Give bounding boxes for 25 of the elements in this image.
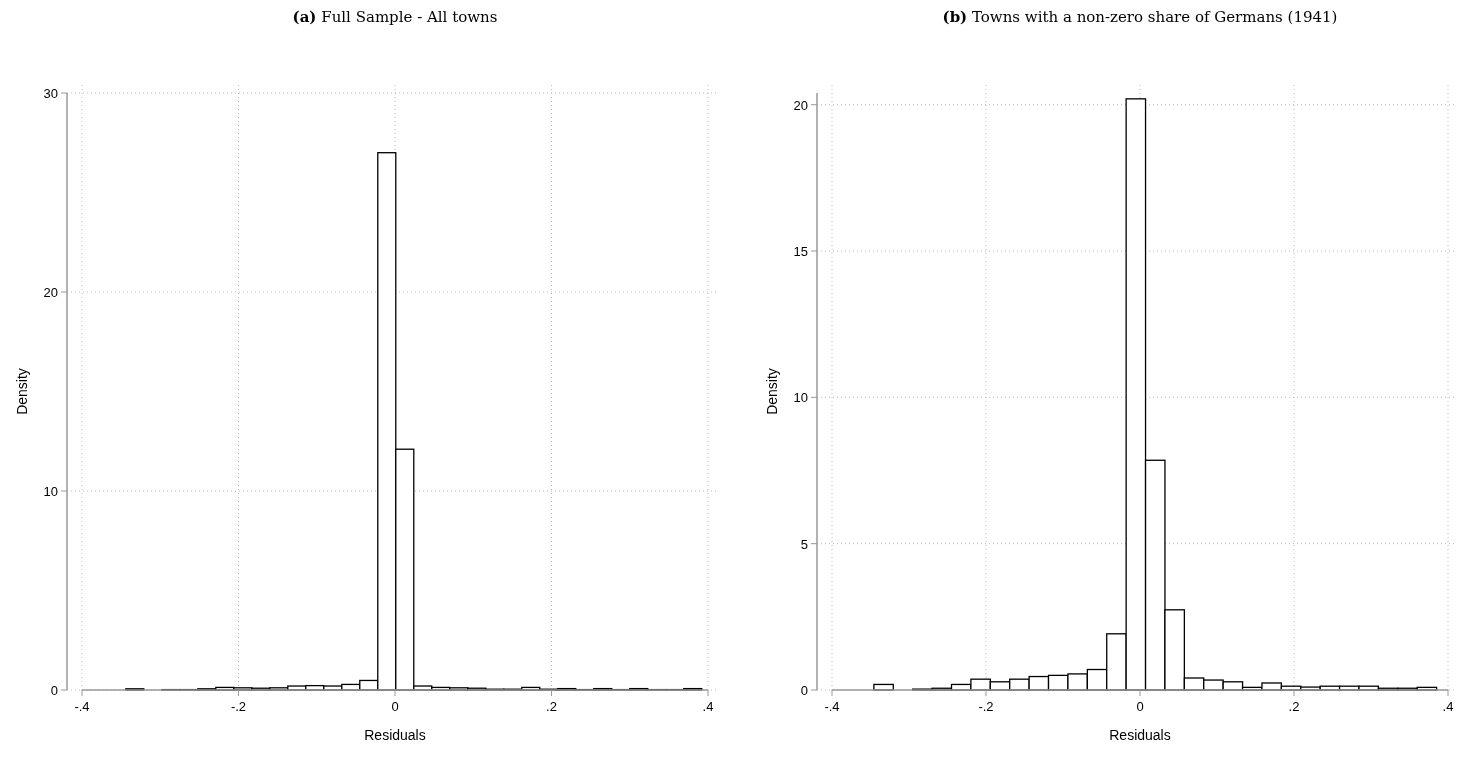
y-tick-label: 20: [793, 97, 808, 113]
y-tick-label: 0: [800, 683, 808, 698]
x-tick-label: .4: [702, 699, 714, 714]
chart-title: (a) Full Sample - All towns: [292, 8, 498, 26]
x-tick-label: -.4: [74, 699, 90, 714]
x-tick-label: -.2: [230, 699, 247, 714]
y-tick-label: 10: [43, 484, 58, 499]
x-tick-label: -.4: [824, 699, 840, 714]
x-tick-label: .4: [1442, 699, 1454, 714]
x-tick-label: .2: [546, 699, 557, 714]
y-axis-title: Density: [764, 368, 780, 415]
x-axis-title: Residuals: [1109, 727, 1171, 743]
y-tick-label: 0: [50, 683, 58, 698]
x-axis-title: Residuals: [364, 727, 426, 743]
x-tick-label: 0: [391, 699, 399, 714]
y-tick-label: 5: [800, 536, 808, 552]
chart-title: (b) Towns with a non-zero share of Germans (1941): [942, 8, 1338, 26]
x-tick-label: .2: [1288, 699, 1300, 714]
y-tick-label: 20: [43, 285, 58, 300]
y-axis-title: Density: [14, 368, 30, 415]
y-tick-label: 30: [43, 86, 58, 101]
y-tick-label: 15: [793, 244, 808, 260]
x-tick-label: -.2: [978, 699, 994, 714]
x-tick-label: 0: [1136, 699, 1144, 714]
y-tick-label: 10: [793, 390, 808, 406]
